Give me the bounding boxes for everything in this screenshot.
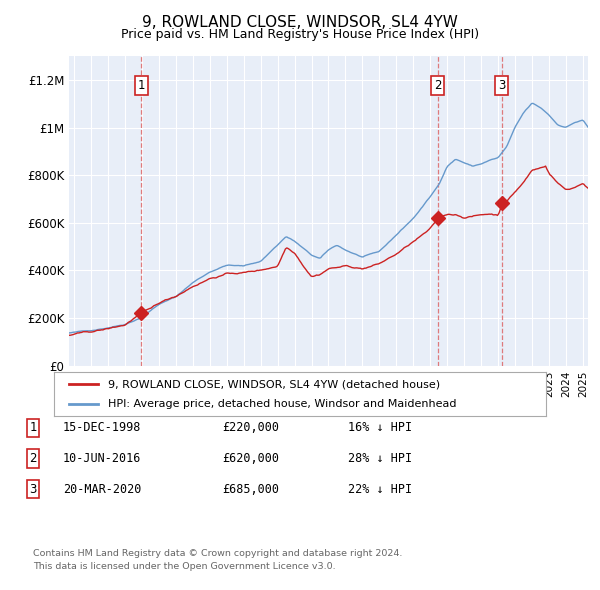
- Text: 28% ↓ HPI: 28% ↓ HPI: [348, 452, 412, 465]
- Text: 16% ↓ HPI: 16% ↓ HPI: [348, 421, 412, 434]
- Text: 2: 2: [29, 452, 37, 465]
- Text: £220,000: £220,000: [222, 421, 279, 434]
- Text: £620,000: £620,000: [222, 452, 279, 465]
- Text: 20-MAR-2020: 20-MAR-2020: [63, 483, 142, 496]
- Text: 3: 3: [498, 79, 506, 92]
- Text: 15-DEC-1998: 15-DEC-1998: [63, 421, 142, 434]
- Text: 9, ROWLAND CLOSE, WINDSOR, SL4 4YW (detached house): 9, ROWLAND CLOSE, WINDSOR, SL4 4YW (deta…: [108, 379, 440, 389]
- Text: 2: 2: [434, 79, 442, 92]
- Text: 3: 3: [29, 483, 37, 496]
- Text: £685,000: £685,000: [222, 483, 279, 496]
- Text: 22% ↓ HPI: 22% ↓ HPI: [348, 483, 412, 496]
- Text: 10-JUN-2016: 10-JUN-2016: [63, 452, 142, 465]
- Text: 1: 1: [29, 421, 37, 434]
- Text: 9, ROWLAND CLOSE, WINDSOR, SL4 4YW: 9, ROWLAND CLOSE, WINDSOR, SL4 4YW: [142, 15, 458, 30]
- Text: Contains HM Land Registry data © Crown copyright and database right 2024.: Contains HM Land Registry data © Crown c…: [33, 549, 403, 558]
- Text: HPI: Average price, detached house, Windsor and Maidenhead: HPI: Average price, detached house, Wind…: [108, 399, 457, 408]
- Text: This data is licensed under the Open Government Licence v3.0.: This data is licensed under the Open Gov…: [33, 562, 335, 571]
- Text: Price paid vs. HM Land Registry's House Price Index (HPI): Price paid vs. HM Land Registry's House …: [121, 28, 479, 41]
- Text: 1: 1: [137, 79, 145, 92]
